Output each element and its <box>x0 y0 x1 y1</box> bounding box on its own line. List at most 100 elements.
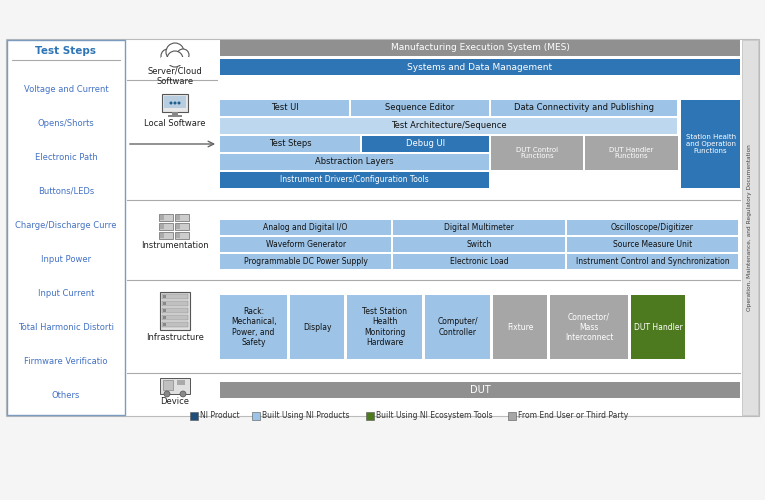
Bar <box>163 323 166 326</box>
Bar <box>168 115 182 117</box>
Text: Buttons/LEDs: Buttons/LEDs <box>38 186 94 196</box>
Bar <box>175 232 189 239</box>
Bar <box>163 302 166 305</box>
Text: Station Health
and Operation
Functions: Station Health and Operation Functions <box>685 134 736 154</box>
Bar <box>220 237 392 252</box>
Bar <box>508 412 516 420</box>
Text: Input Current: Input Current <box>37 288 94 298</box>
Bar <box>491 136 583 170</box>
Bar <box>585 136 679 170</box>
Bar <box>162 294 188 299</box>
Text: Built Using NI Ecosystem Tools: Built Using NI Ecosystem Tools <box>376 412 493 420</box>
Text: DUT Control
Functions: DUT Control Functions <box>516 146 558 160</box>
Bar <box>681 100 740 188</box>
Bar <box>6 39 759 416</box>
Bar <box>252 412 260 420</box>
Text: Opens/Shorts: Opens/Shorts <box>37 118 94 128</box>
Bar <box>220 118 677 134</box>
Bar <box>7 40 125 415</box>
Bar <box>162 322 188 327</box>
Text: Test Steps: Test Steps <box>269 140 311 148</box>
Text: Instrumentation: Instrumentation <box>142 242 209 250</box>
Text: Total Harmonic Distorti: Total Harmonic Distorti <box>18 322 114 332</box>
Bar <box>220 100 349 116</box>
Circle shape <box>180 391 186 397</box>
Text: Debug UI: Debug UI <box>406 140 445 148</box>
Text: Connector/
Mass
Interconnect: Connector/ Mass Interconnect <box>565 312 614 342</box>
Bar <box>175 214 189 221</box>
Bar <box>290 295 344 359</box>
Text: Manufacturing Execution System (MES): Manufacturing Execution System (MES) <box>391 44 569 52</box>
Circle shape <box>177 49 189 61</box>
Text: From End User or Third Party: From End User or Third Party <box>518 412 628 420</box>
Bar <box>160 378 190 394</box>
Text: Oscilloscope/Digitizer: Oscilloscope/Digitizer <box>611 223 694 232</box>
Text: Source Measure Unit: Source Measure Unit <box>613 240 692 249</box>
Text: Firmware Verificatio: Firmware Verificatio <box>24 356 108 366</box>
Text: Programmable DC Power Supply: Programmable DC Power Supply <box>244 257 368 266</box>
Bar <box>567 237 738 252</box>
Text: DUT Handler: DUT Handler <box>633 322 682 332</box>
Bar <box>159 223 173 230</box>
Circle shape <box>161 49 175 63</box>
Text: Test UI: Test UI <box>271 104 298 112</box>
Bar <box>220 154 489 170</box>
Bar <box>162 315 188 320</box>
Bar <box>162 308 188 313</box>
Bar <box>176 215 180 220</box>
Text: Operation, Maintenance, and Regulatory Documentation: Operation, Maintenance, and Regulatory D… <box>747 144 753 311</box>
Bar <box>567 254 738 269</box>
Bar <box>176 224 180 229</box>
Bar <box>393 237 565 252</box>
Text: Input Power: Input Power <box>41 254 91 264</box>
Bar <box>631 295 685 359</box>
Text: Test Station
Health
Monitoring
Hardware: Test Station Health Monitoring Hardware <box>363 307 408 347</box>
Bar <box>220 295 287 359</box>
Bar <box>163 309 166 312</box>
Text: DUT: DUT <box>470 385 490 395</box>
Text: Server/Cloud
Software: Server/Cloud Software <box>148 66 203 86</box>
Bar <box>175 223 189 230</box>
Circle shape <box>174 102 177 104</box>
Bar <box>393 254 565 269</box>
Bar <box>177 380 185 385</box>
Bar <box>220 220 392 235</box>
Bar <box>742 40 758 415</box>
Circle shape <box>164 391 170 397</box>
Text: Instrument Drivers/Configuration Tools: Instrument Drivers/Configuration Tools <box>280 176 429 184</box>
Bar <box>164 96 186 108</box>
Text: Systems and Data Management: Systems and Data Management <box>408 62 552 72</box>
Text: Fixture: Fixture <box>507 322 533 332</box>
Bar <box>567 220 738 235</box>
Text: Computer/
Controller: Computer/ Controller <box>438 318 478 336</box>
Bar <box>163 295 166 298</box>
Text: Instrument Control and Synchronization: Instrument Control and Synchronization <box>575 257 729 266</box>
Bar <box>220 59 740 75</box>
Bar <box>220 382 740 398</box>
Bar <box>393 220 565 235</box>
Text: Device: Device <box>161 398 190 406</box>
Text: Infrastructure: Infrastructure <box>146 332 204 342</box>
Bar <box>190 412 198 420</box>
Bar <box>159 214 173 221</box>
Text: Rack:
Mechanical,
Power, and
Safety: Rack: Mechanical, Power, and Safety <box>231 307 276 347</box>
Bar <box>491 100 677 116</box>
Bar <box>220 254 392 269</box>
Circle shape <box>170 102 172 104</box>
Bar <box>550 295 628 359</box>
Bar <box>161 57 189 65</box>
Text: Local Software: Local Software <box>145 118 206 128</box>
Text: Test Architecture/Sequence: Test Architecture/Sequence <box>391 122 506 130</box>
Bar <box>163 316 166 319</box>
Bar <box>160 224 164 229</box>
Text: Electronic Load: Electronic Load <box>450 257 508 266</box>
Bar <box>351 100 489 116</box>
Bar <box>493 295 547 359</box>
Text: Data Connectivity and Publishing: Data Connectivity and Publishing <box>514 104 654 112</box>
Bar <box>363 136 489 152</box>
Bar <box>220 136 360 152</box>
Bar <box>347 295 422 359</box>
Bar <box>160 215 164 220</box>
Bar <box>160 292 190 330</box>
Circle shape <box>166 43 184 61</box>
